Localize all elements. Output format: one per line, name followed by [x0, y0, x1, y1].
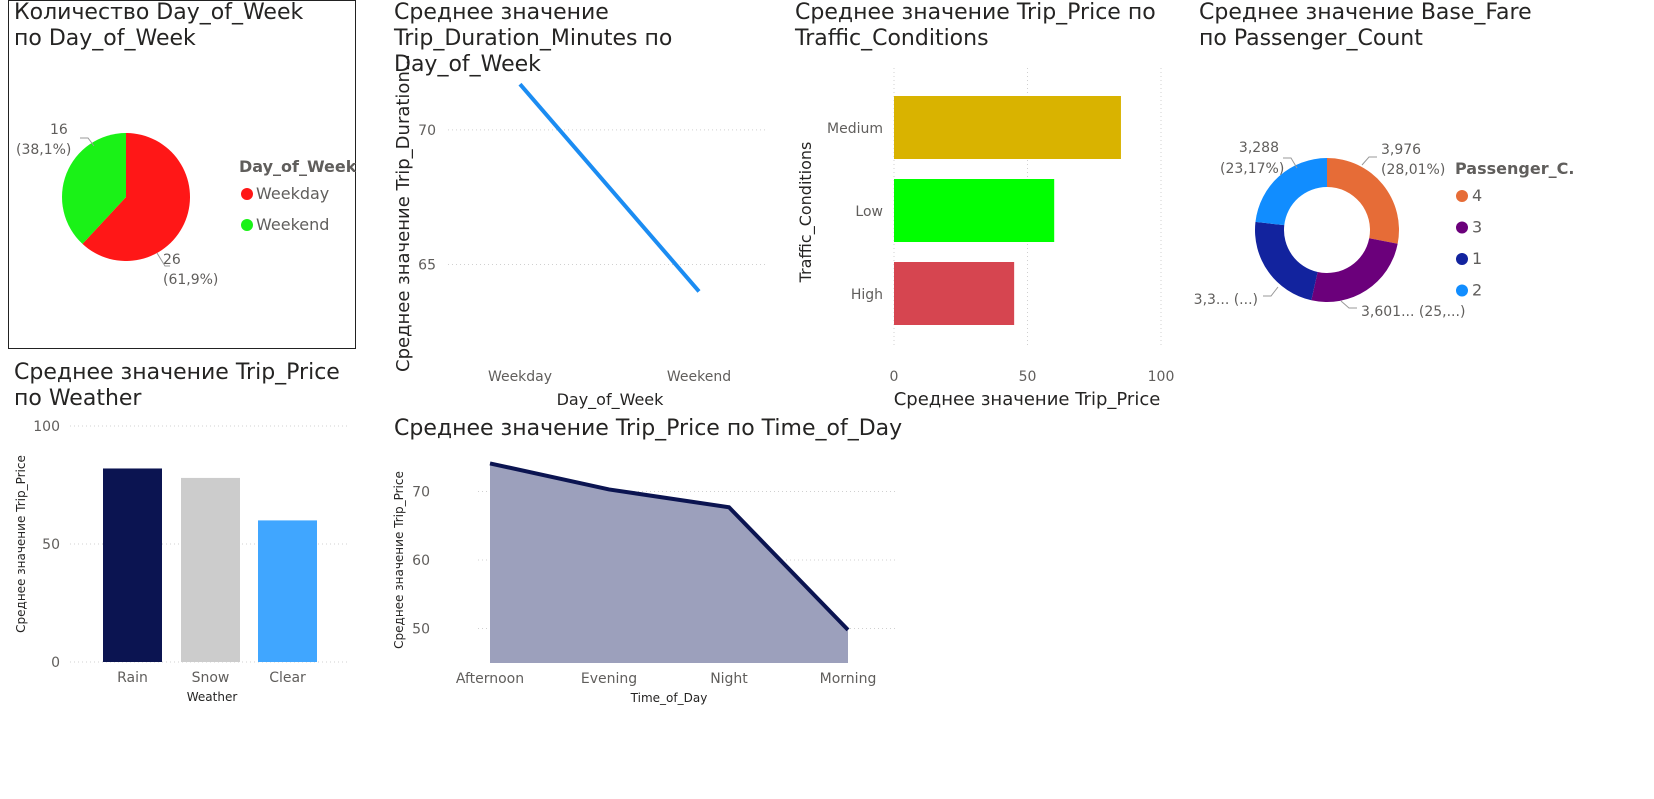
- x-tick-label: Night: [710, 671, 748, 687]
- legend-item-3: 3: [1472, 218, 1482, 237]
- chart-title: Среднее значение Trip_Duration_Minutes п…: [394, 0, 673, 77]
- x-axis-title: Day_of_Week: [557, 390, 665, 410]
- donut-slice-4: [1327, 158, 1399, 244]
- y-tick-label: High: [851, 287, 883, 303]
- chart-title: Среднее значение Base_Fare по Passenger_…: [1199, 0, 1532, 51]
- leader-line: [1340, 300, 1357, 309]
- data-label: 3,3... (...): [1194, 292, 1258, 308]
- chart-title: Среднее значение Trip_Price по Time_of_D…: [394, 416, 903, 441]
- line-trip-duration-visual[interactable]: Среднее значение Trip_Duration_Minutes п…: [388, 0, 783, 412]
- x-tick-label: Morning: [820, 671, 877, 687]
- leader-line: [156, 252, 170, 267]
- data-label: (28,01%): [1381, 162, 1445, 178]
- y-tick-label: 50: [42, 537, 60, 553]
- legend-marker-2: [1456, 284, 1468, 297]
- bar-high: [894, 262, 1015, 325]
- area-chart: 50 60 70 Afternoon Evening Night Morning Time_o…: [392, 461, 896, 705]
- donut-passenger-count-visual[interactable]: Среднее значение Base_Fare по Passenger_…: [1193, 0, 1573, 340]
- legend-marker-1: [1456, 253, 1468, 265]
- pie-slice-weekday: [82, 133, 191, 261]
- legend-marker-4: [1456, 190, 1468, 202]
- pie-day-of-week-visual[interactable]: Количество Day_of_Week по Day_of_Week 26…: [8, 0, 356, 349]
- bar-weather-visual[interactable]: Среднее значение Trip_Price по Weather 0…: [8, 360, 358, 710]
- y-axis-title: Traffic_Conditions: [796, 142, 816, 284]
- x-tick-label: Afternoon: [456, 671, 524, 687]
- x-axis-title: Time_of_Day: [630, 691, 708, 705]
- bar-snow: [181, 477, 240, 662]
- x-tick-label: Weekday: [488, 369, 552, 385]
- donut-chart: 3,976 (28,01%) 3,601... (25,...) 3,3... (..…: [1194, 140, 1573, 320]
- leader-line: [1361, 156, 1377, 166]
- x-tick-label: Evening: [581, 671, 637, 687]
- series-line: [489, 461, 850, 632]
- x-axis-title: Weather: [187, 690, 238, 704]
- x-tick-label: Rain: [117, 670, 148, 686]
- x-tick-label: Snow: [192, 670, 230, 686]
- legend-marker-weekday: [241, 188, 253, 200]
- bar-clear: [258, 520, 317, 662]
- x-tick-label: 100: [1148, 369, 1175, 385]
- chart-title: Количество Day_of_Week по Day_of_Week: [14, 0, 304, 51]
- chart-title: Среднее значение Trip_Price по Weather: [14, 360, 340, 411]
- legend-item-weekend: Weekend: [256, 215, 329, 234]
- bar-medium: [894, 96, 1121, 159]
- y-tick-label: 50: [412, 622, 430, 638]
- y-tick-label: Medium: [827, 121, 883, 137]
- y-tick-label: 65: [418, 257, 436, 273]
- pie-chart: 26 (61,9%) 16 (38,1%) Day_of_Week Weekday Week…: [16, 122, 356, 288]
- y-tick-label: 70: [412, 485, 430, 501]
- data-label: 3,288: [1239, 140, 1279, 156]
- data-label: 3,976: [1381, 142, 1421, 158]
- legend-title: Day_of_Week: [239, 157, 356, 176]
- donut-slice-3: [1311, 238, 1398, 302]
- selected-visual-border: [8, 0, 356, 349]
- data-label: (23,17%): [1220, 161, 1284, 177]
- data-label: 3,601... (25,...): [1361, 304, 1465, 320]
- donut-slice-1: [1255, 221, 1318, 301]
- legend-item-weekday: Weekday: [256, 184, 329, 203]
- y-axis-title: Среднее значение Trip_Price: [14, 455, 28, 633]
- y-tick-label: 100: [33, 419, 60, 435]
- x-tick-label: 0: [890, 369, 899, 385]
- y-axis-title: Среднее значение Trip_Price: [392, 471, 406, 649]
- legend-marker-weekend: [241, 219, 253, 231]
- y-tick-label: 0: [51, 655, 60, 671]
- data-label: (38,1%): [16, 142, 71, 158]
- bar-traffic-conditions-visual[interactable]: Среднее значение Trip_Price по Traffic_C…: [789, 0, 1184, 412]
- bar-chart: 0 50 100 Medium Low High Среднее значение Trip…: [796, 68, 1175, 410]
- legend-title: Passenger_C...: [1455, 159, 1573, 178]
- column-chart: 0 50 100 Rain Snow Clear Weather Среднее значен…: [14, 419, 350, 704]
- x-axis-title: Среднее значение Trip_Price: [894, 389, 1161, 410]
- leader-line: [1283, 157, 1298, 169]
- legend-item-2: 2: [1472, 281, 1482, 300]
- y-tick-label: Low: [855, 204, 883, 220]
- legend-item-1: 1: [1472, 249, 1482, 268]
- data-label: 16: [50, 122, 68, 138]
- legend-item-4: 4: [1472, 186, 1482, 205]
- donut-slice-2: [1255, 158, 1327, 226]
- legend-marker-3: [1456, 221, 1468, 234]
- series-line: [518, 82, 701, 293]
- leader-line: [80, 137, 95, 147]
- leader-line: [1263, 286, 1279, 297]
- y-axis-title: Среднее значение Trip_Duration...: [393, 54, 414, 372]
- data-label: (61,9%): [163, 272, 218, 288]
- chart-title: Среднее значение Trip_Price по Traffic_C…: [795, 0, 1156, 51]
- data-label: 26: [163, 252, 181, 268]
- pie-slice-weekend: [62, 133, 126, 244]
- y-tick-label: 60: [412, 553, 430, 569]
- area-time-of-day-visual[interactable]: Среднее значение Trip_Price по Time_of_D…: [388, 416, 902, 716]
- x-tick-label: Weekend: [667, 369, 731, 385]
- x-tick-label: 50: [1019, 369, 1037, 385]
- bar-low: [894, 179, 1055, 242]
- x-tick-label: Clear: [269, 670, 306, 686]
- series-area: [490, 463, 848, 663]
- y-tick-label: 70: [418, 123, 436, 139]
- bar-rain: [103, 468, 162, 662]
